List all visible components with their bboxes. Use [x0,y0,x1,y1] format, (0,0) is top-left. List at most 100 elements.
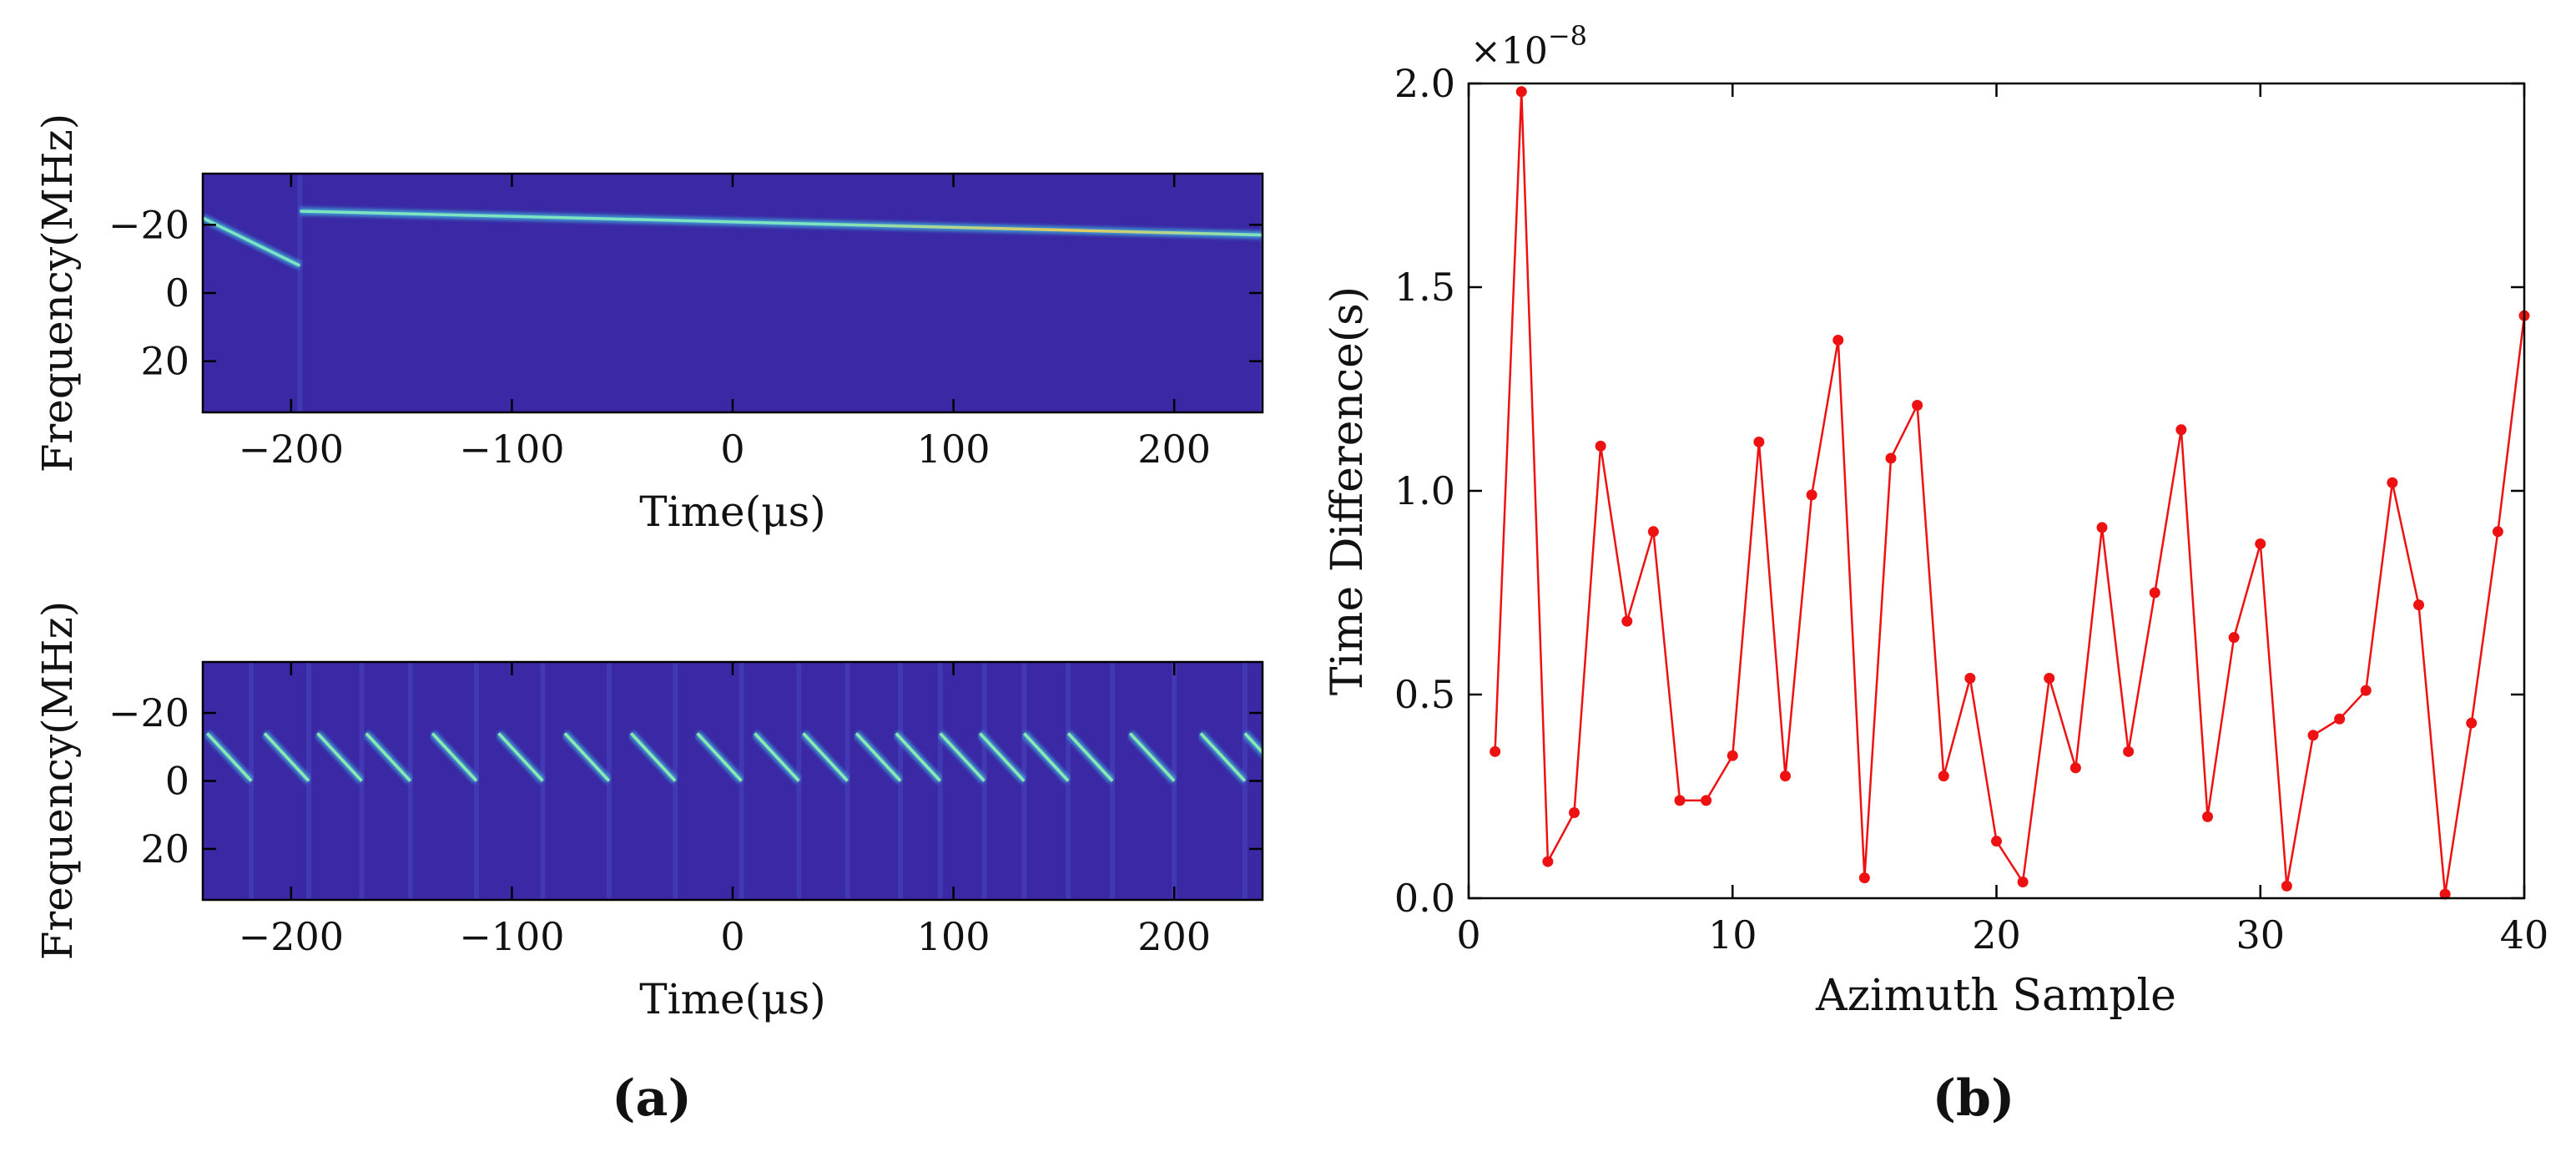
chirp-segment [431,732,478,782]
data-point [2360,685,2372,696]
chirp-segment [563,732,611,782]
data-point [1674,795,1686,806]
data-point [1832,334,1844,346]
chirp-segment [206,732,253,782]
y-tick-label: −20 [108,202,189,247]
y-tick-label: 1.5 [1394,265,1455,310]
data-point [2044,672,2055,684]
x-tick-label: 30 [2236,912,2285,957]
y-tick-label: 0 [165,759,189,804]
chirp-segment [263,732,310,782]
chirp-segment [1243,732,1263,755]
data-point [1595,440,1606,452]
x-tick-label: 100 [917,914,991,959]
data-point [1515,86,1527,98]
x-tick-label: −200 [239,914,344,959]
data-point [1542,856,1554,867]
x-tick-label: 0 [1456,912,1480,957]
chirp-segment [1022,732,1070,782]
chirp-segment [939,732,986,782]
x-tick-label: 0 [720,427,744,472]
spectrogram-top-xlabel: Time(μs) [639,488,826,536]
chirp-segment [365,732,411,782]
line-chart-series [1490,86,2530,900]
data-point [2017,876,2029,887]
data-point [1621,615,1633,627]
chirp-segment [316,732,363,782]
data-point [2281,880,2292,892]
data-point [1701,795,1712,806]
spectrogram-bottom-ylabel: Frequency(MHz) [33,601,82,961]
chirp-segment [300,210,1263,237]
y-tick-label: 2.0 [1394,61,1455,106]
chirp-segment [1066,732,1114,782]
line-chart-plot-area [1469,83,2524,898]
data-point [1569,807,1580,819]
x-tick-label: 200 [1137,427,1211,472]
line-chart-scale-exponent: −8 [1548,20,1587,52]
x-tick-label: 100 [917,427,991,472]
data-point [1490,745,1501,757]
line-chart-scale-base: ×10 [1470,30,1548,73]
chirp-leakage [297,174,303,412]
line-chart-frame [1467,82,2526,900]
caption-a: (a) [612,1069,692,1128]
chirp-segment [203,216,301,267]
data-point [1753,436,1765,447]
data-point [2387,477,2398,488]
spectrogram-bottom-xlabel: Time(μs) [639,975,826,1023]
y-tick-label: 0.0 [1394,876,1455,921]
data-point [1858,872,1870,884]
y-tick-label: 20 [140,826,189,872]
chirp-segment [979,732,1026,782]
spectrogram-bottom-background [203,662,1263,900]
data-point [1938,770,1949,782]
data-point [1991,836,2002,847]
data-point [1964,672,1976,684]
line-chart: 0 10 20 30 400.00.51.01.52.0 Azimuth Sample … [1323,20,2548,1021]
data-point [2255,538,2266,549]
y-tick-label: −20 [108,690,189,735]
data-point [2413,599,2424,611]
chirp-segment [1128,732,1176,782]
x-tick-label: 20 [1972,912,2021,957]
data-point [1727,750,1738,761]
data-point [1885,452,1897,464]
series-line [1494,90,2526,896]
data-point [1912,400,1923,412]
line-chart-ylabel: Time Difference(s) [1323,286,1373,695]
chirp-segment [895,732,941,782]
chirp-segment [630,732,677,782]
line-chart-xlabel: Azimuth Sample [1815,971,2176,1021]
x-tick-label: −100 [459,427,564,472]
chirp-segment [854,732,902,782]
y-tick-label: 0 [165,270,189,316]
chirp-segment [696,732,743,782]
data-point [2069,762,2081,774]
x-tick-label: 200 [1137,914,1211,959]
data-point [2439,888,2451,900]
y-tick-label: 1.0 [1394,468,1455,513]
data-point [2466,717,2478,729]
x-tick-label: 0 [720,914,744,959]
data-point [2492,526,2503,538]
chirp-segment [1199,732,1247,782]
line-chart-scale-factor: ×10−8 [1470,20,1587,73]
chirp-leakage [1287,662,1292,900]
y-tick-label: 0.5 [1394,672,1455,717]
x-tick-label: 40 [2500,912,2549,957]
spectrogram-top-ylabel: Frequency(MHz) [33,114,82,473]
x-tick-label: −100 [459,914,564,959]
data-point [2096,522,2108,533]
chirp-segment [497,732,544,782]
data-point [2334,713,2346,725]
data-point [1647,526,1659,538]
data-point [2307,730,2319,741]
data-point [2175,424,2187,436]
data-point [1780,770,1791,782]
line-chart-ticks: 0 10 20 30 40 0.0 0.5 1.0 1.5 2.0 [1394,61,2548,957]
